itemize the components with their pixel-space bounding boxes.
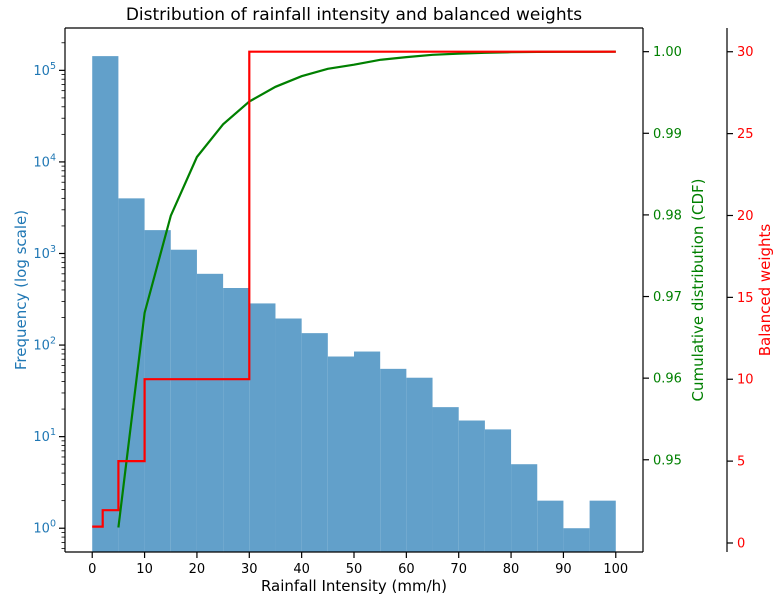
y-axis-label-weights: Balanced weights bbox=[756, 224, 774, 357]
histogram-bar bbox=[170, 249, 197, 552]
tick-label: 0.96 bbox=[653, 372, 682, 387]
tick-label: 101 bbox=[33, 427, 56, 445]
tick-label: 105 bbox=[33, 61, 56, 79]
histogram-bar bbox=[563, 528, 590, 552]
histogram-bar bbox=[380, 368, 407, 552]
tick-label: 100 bbox=[33, 519, 56, 537]
histogram-bar bbox=[354, 351, 381, 552]
x-axis-label: Rainfall Intensity (mm/h) bbox=[261, 577, 447, 595]
tick-label: 0.99 bbox=[653, 127, 682, 142]
tick-label: 90 bbox=[555, 562, 572, 577]
weights-step-line bbox=[92, 50, 616, 528]
histogram-bar bbox=[406, 377, 433, 552]
chart-title: Distribution of rainfall intensity and b… bbox=[126, 5, 582, 25]
tick-label: 60 bbox=[398, 562, 415, 577]
histogram-bar bbox=[511, 464, 538, 552]
tick-label: 20 bbox=[189, 562, 206, 577]
histogram-bars bbox=[92, 56, 616, 553]
histogram-bar bbox=[484, 429, 512, 552]
tick-label: 0 bbox=[737, 536, 745, 551]
tick-label: 103 bbox=[33, 244, 56, 262]
y-axis-label-cdf: Cumulative distribution (CDF) bbox=[689, 179, 707, 402]
histogram-bar bbox=[249, 303, 276, 552]
histogram-bar bbox=[223, 288, 250, 552]
tick-label: 40 bbox=[293, 562, 310, 577]
tick-label: 20 bbox=[737, 209, 754, 224]
histogram-bar bbox=[275, 318, 302, 552]
tick-label: 10 bbox=[136, 562, 153, 577]
tick-label: 50 bbox=[346, 562, 363, 577]
tick-label: 30 bbox=[241, 562, 258, 577]
tick-label: 5 bbox=[737, 455, 745, 470]
tick-label: 0.95 bbox=[653, 453, 682, 468]
tick-label: 100 bbox=[603, 562, 628, 577]
tick-label: 104 bbox=[33, 152, 56, 170]
tick-label: 30 bbox=[737, 45, 754, 60]
histogram-bar bbox=[537, 500, 564, 552]
tick-label: 102 bbox=[33, 336, 56, 354]
tick-label: 0.98 bbox=[653, 208, 682, 223]
y-axis-label-frequency: Frequency (log scale) bbox=[12, 210, 30, 370]
histogram-bar bbox=[196, 273, 224, 552]
tick-label: 0.97 bbox=[653, 290, 682, 305]
histogram-bar bbox=[432, 407, 459, 552]
tick-label: 15 bbox=[737, 291, 754, 306]
tick-label: 1.00 bbox=[653, 45, 682, 60]
tick-label: 25 bbox=[737, 127, 754, 142]
histogram-bar bbox=[144, 230, 171, 552]
histogram-bar bbox=[327, 356, 354, 552]
histogram-bar bbox=[92, 56, 119, 553]
histogram-bar bbox=[589, 500, 616, 552]
axis-tick-labels: 0 10 20 30 40 50 60 70 80 90 100100101102103104105… bbox=[33, 45, 753, 577]
tick-label: 10 bbox=[737, 373, 754, 388]
tick-label: 0 bbox=[88, 562, 96, 577]
histogram-bar bbox=[458, 420, 485, 552]
axis-ticks bbox=[59, 42, 733, 558]
tick-label: 70 bbox=[450, 562, 467, 577]
tick-label: 80 bbox=[503, 562, 520, 577]
histogram-bar bbox=[301, 333, 328, 552]
